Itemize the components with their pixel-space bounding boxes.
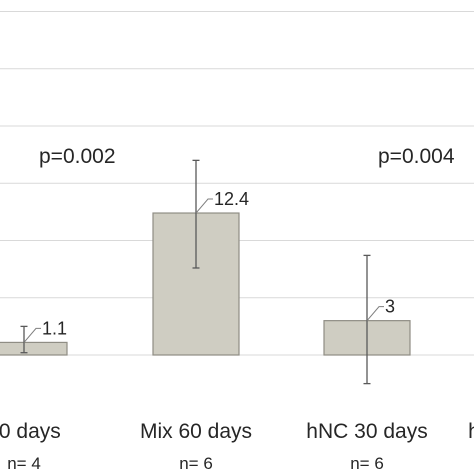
label-leaders xyxy=(23,198,384,343)
sample-size-label: n= 6 xyxy=(350,454,384,473)
labels: p=0.002 p=0.004 1.1 30 days n= 4 12.4 Mix 60… xyxy=(0,145,474,473)
category-label: h xyxy=(468,420,474,443)
data-label-leader xyxy=(195,198,213,214)
data-label-leader xyxy=(366,306,384,321)
data-label: 1.1 xyxy=(42,318,67,338)
sample-size-label: n= 4 xyxy=(7,454,41,473)
data-label-leader xyxy=(23,327,41,343)
data-label: 12.4 xyxy=(214,189,249,209)
category-label: hNC 30 days xyxy=(306,420,427,443)
category-label: 30 days xyxy=(0,420,61,443)
sample-size-label: n= 6 xyxy=(179,454,213,473)
data-label: 3 xyxy=(385,297,395,317)
category-label: Mix 60 days xyxy=(140,420,252,443)
annotation-p-value-2: p=0.004 xyxy=(378,145,455,168)
bar xyxy=(0,341,68,356)
error-bars xyxy=(20,159,371,385)
annotation-p-value-1: p=0.002 xyxy=(39,145,116,168)
